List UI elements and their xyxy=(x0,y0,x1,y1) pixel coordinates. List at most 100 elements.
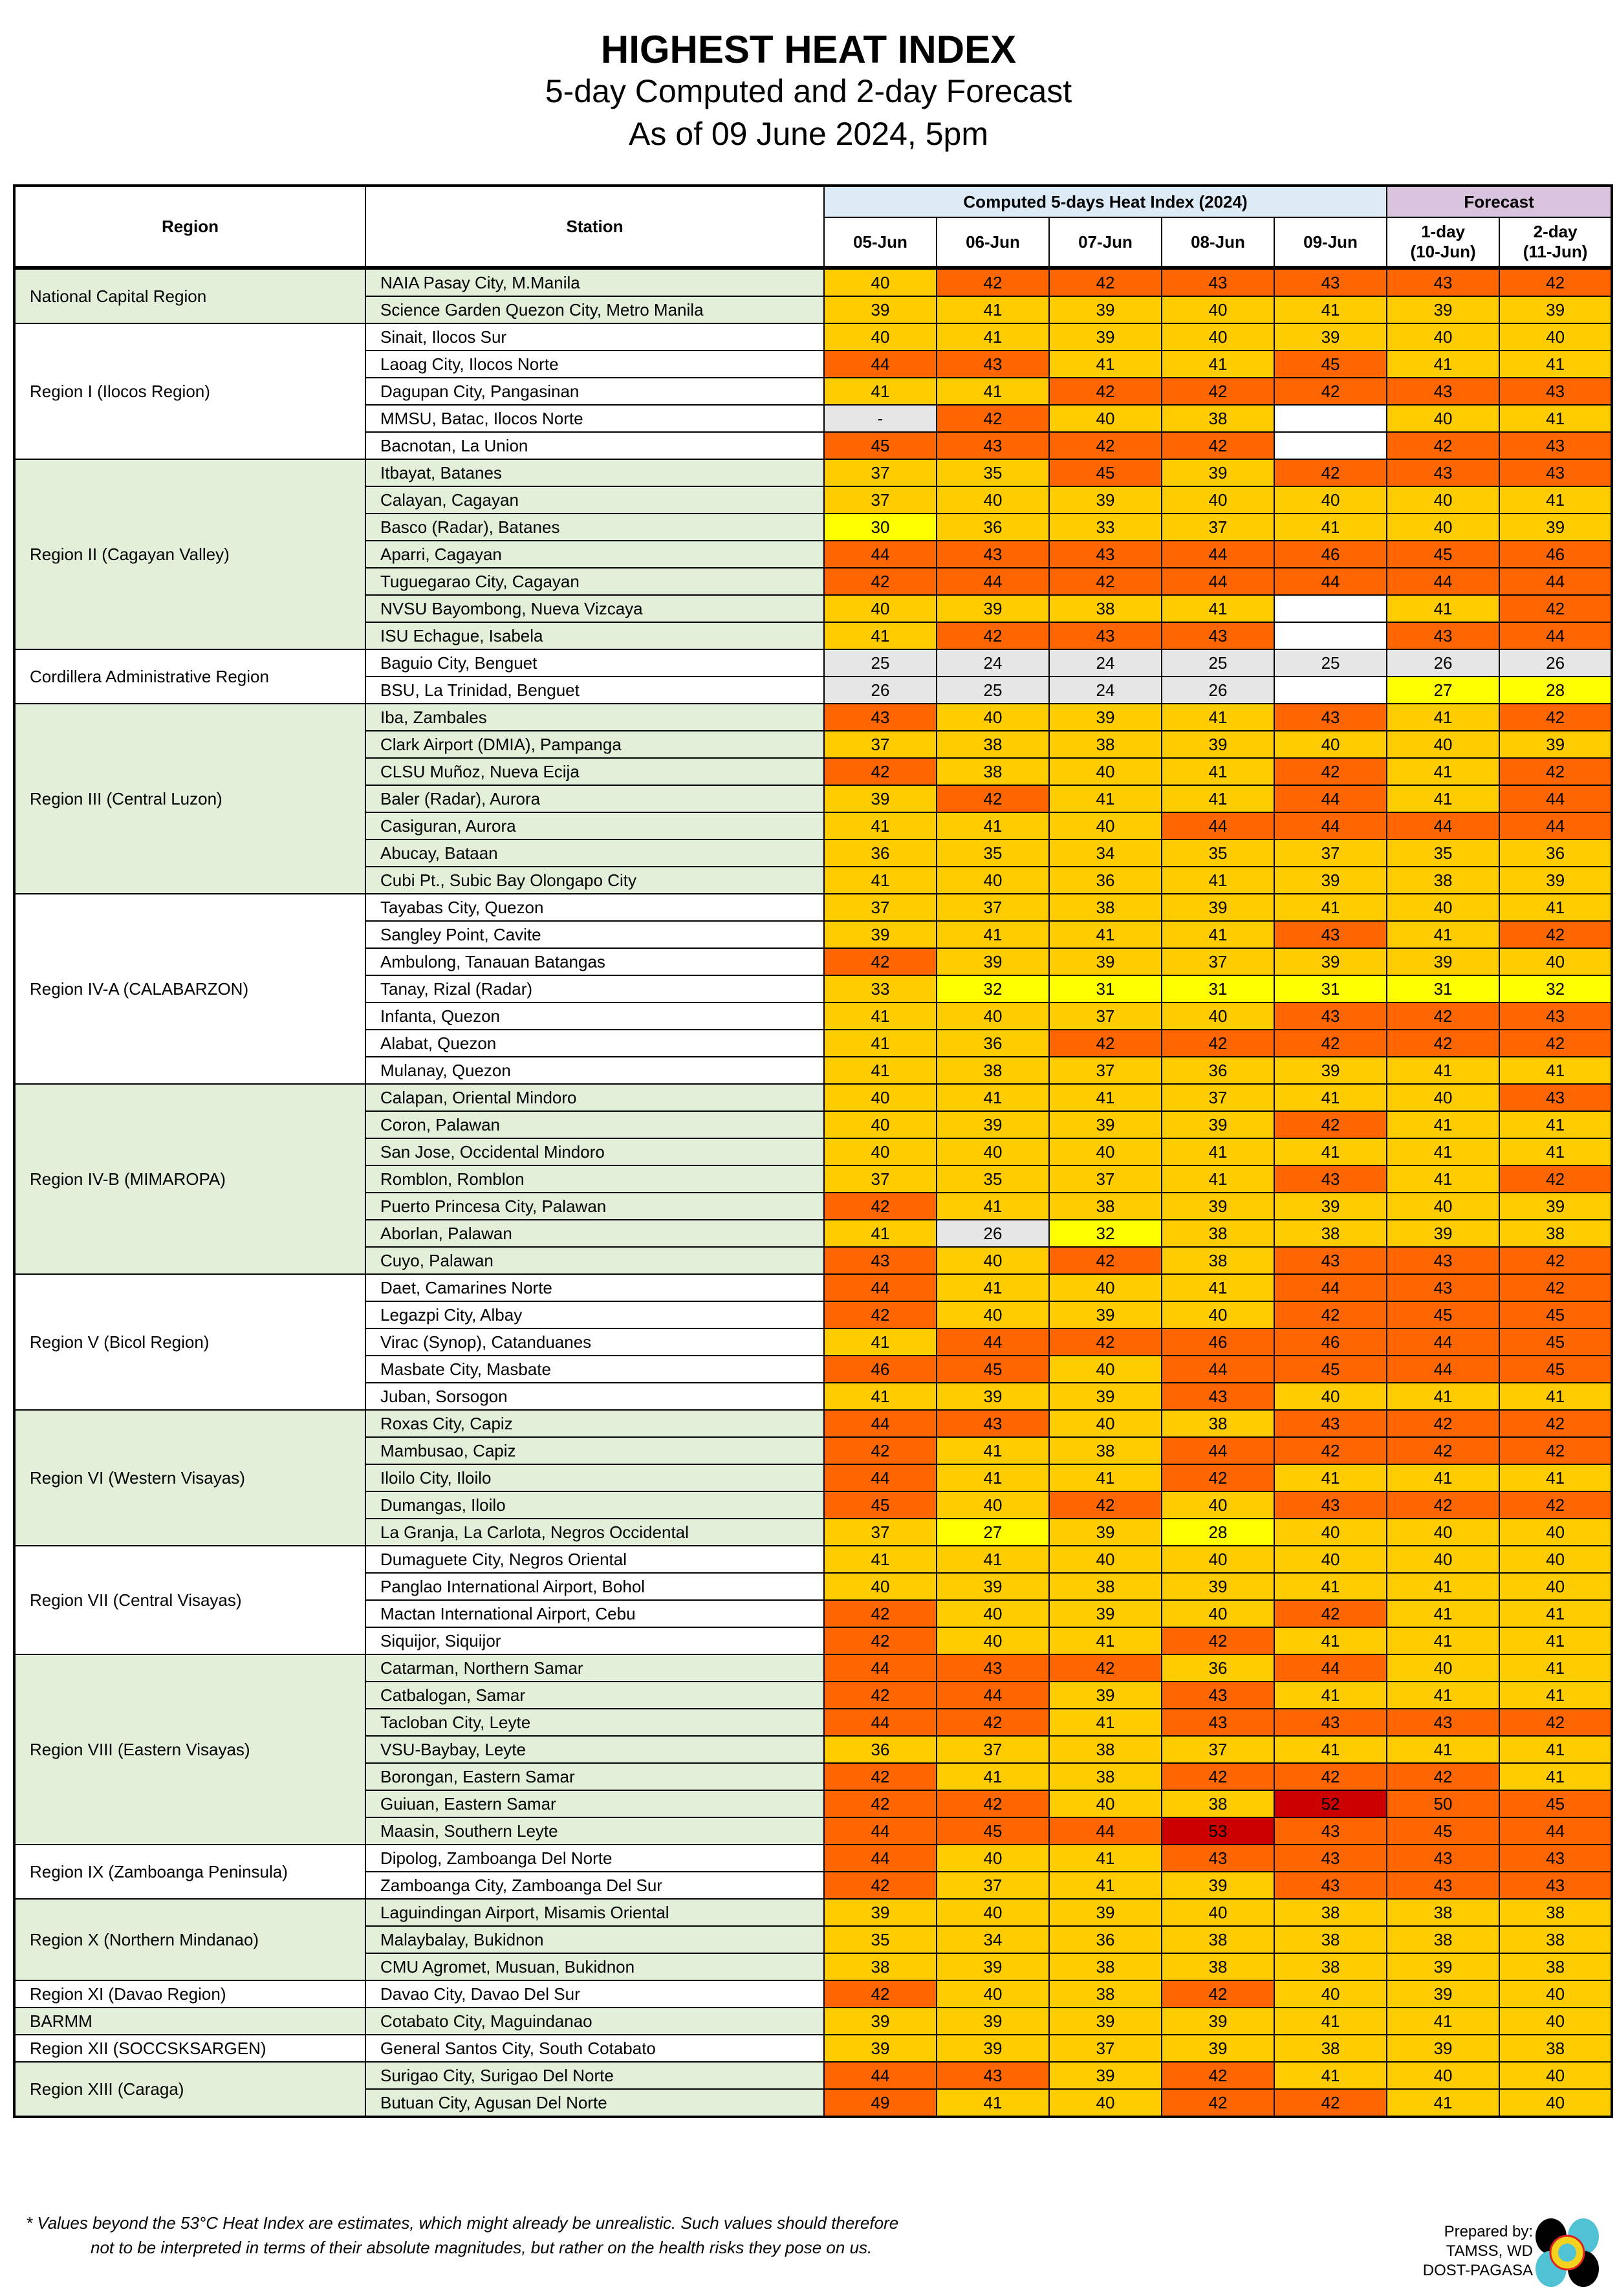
forecast-value-cell: 42 xyxy=(1386,1436,1501,1465)
computed-value-cell: 40 xyxy=(1048,1355,1162,1383)
computed-value-cell: 42 xyxy=(823,948,937,976)
forecast-value-cell: 45 xyxy=(1499,1301,1613,1329)
computed-value-cell: 36 xyxy=(1048,1925,1162,1954)
computed-value-cell: 44 xyxy=(1161,567,1275,596)
table-row: Calayan, Cagayan 37 40 39 40 40 40 41 xyxy=(14,486,1613,514)
computed-value-cell: 43 xyxy=(1161,1844,1275,1872)
computed-value-cell: 39 xyxy=(1161,1110,1275,1139)
forecast-value-cell: 44 xyxy=(1386,1355,1501,1383)
table-row: Tacloban City, Leyte 44 42 41 43 43 43 42 xyxy=(14,1708,1613,1737)
computed-value-cell: 26 xyxy=(1161,676,1275,704)
computed-value-cell: 41 xyxy=(823,1382,937,1411)
table-row: Region IV-A (CALABARZON) Tayabas City, Qu… xyxy=(14,893,1613,1085)
computed-value-cell xyxy=(1273,431,1388,460)
computed-value-cell: 42 xyxy=(823,757,937,786)
computed-value-cell: 44 xyxy=(1273,567,1388,596)
forecast-value-cell: 40 xyxy=(1386,1518,1501,1546)
forecast-value-cell: 43 xyxy=(1386,459,1501,487)
computed-value-cell: 41 xyxy=(936,1436,1050,1465)
computed-value-cell: 39 xyxy=(1048,1518,1162,1546)
forecast-value-cell: 44 xyxy=(1499,1817,1613,1845)
computed-value-cell: 43 xyxy=(936,540,1050,569)
computed-value-cell: 38 xyxy=(1161,1246,1275,1275)
computed-value-cell: 42 xyxy=(1273,1301,1388,1329)
computed-value-cell: 35 xyxy=(936,839,1050,867)
computed-value-cell: 40 xyxy=(936,1301,1050,1329)
computed-value-cell: 38 xyxy=(1273,2034,1388,2063)
computed-value-cell: 40 xyxy=(936,703,1050,731)
station-cell: Catarman, Northern Samar xyxy=(365,1654,825,1682)
forecast-value-cell: 40 xyxy=(1499,1518,1613,1546)
computed-value-cell: 38 xyxy=(1161,1790,1275,1818)
table-row: Region I (Ilocos Region) Sinait, Ilocos S… xyxy=(14,323,1613,460)
computed-value-cell: 39 xyxy=(936,1572,1050,1601)
computed-value-cell: 42 xyxy=(1161,1980,1275,2008)
forecast-header-line: 1-day xyxy=(1421,222,1466,241)
computed-value-cell: 42 xyxy=(936,1790,1050,1818)
station-cell: Iloilo City, Iloilo xyxy=(365,1464,825,1492)
computed-value-cell: 42 xyxy=(1048,267,1162,297)
forecast-value-cell: 42 xyxy=(1499,1029,1613,1057)
region-cell: Region III (Central Luzon) xyxy=(14,703,366,894)
forecast-value-cell: 46 xyxy=(1499,540,1613,569)
table-row: Dumangas, Iloilo 45 40 42 40 43 42 42 xyxy=(14,1491,1613,1519)
station-cell: Maasin, Southern Leyte xyxy=(365,1817,825,1845)
column-header-day: 05-Jun xyxy=(823,217,937,268)
computed-value-cell: 37 xyxy=(936,1735,1050,1764)
region-cell: Region X (Northern Mindanao) xyxy=(14,1898,366,1981)
table-row: Panglao International Airport, Bohol 40 39… xyxy=(14,1572,1613,1601)
table-row: Malaybalay, Bukidnon 35 34 36 38 38 38 38 xyxy=(14,1925,1613,1954)
forecast-value-cell: 43 xyxy=(1386,622,1501,650)
forecast-value-cell: 40 xyxy=(1499,1545,1613,1574)
table-row: Region II (Cagayan Valley) Itbayat, Batan… xyxy=(14,459,1613,650)
computed-value-cell: 43 xyxy=(936,350,1050,378)
forecast-value-cell: 41 xyxy=(1499,1654,1613,1682)
computed-value-cell: 39 xyxy=(1048,1599,1162,1628)
computed-value-cell: 38 xyxy=(1048,1192,1162,1220)
computed-value-cell: 32 xyxy=(936,975,1050,1003)
computed-value-cell: 30 xyxy=(823,513,937,541)
computed-value-cell: 41 xyxy=(1273,1572,1388,1601)
forecast-value-cell: 44 xyxy=(1499,567,1613,596)
computed-value-cell: 39 xyxy=(936,1953,1050,1981)
computed-value-cell: 41 xyxy=(823,622,937,650)
table-row: National Capital Region NAIA Pasay City, … xyxy=(14,267,1613,324)
forecast-value-cell: 42 xyxy=(1499,757,1613,786)
computed-value-cell: 44 xyxy=(823,1654,937,1682)
station-cell: Aparri, Cagayan xyxy=(365,540,825,569)
computed-value-cell: 40 xyxy=(1273,486,1388,514)
computed-value-cell: 28 xyxy=(1161,1518,1275,1546)
computed-value-cell: 37 xyxy=(1048,1056,1162,1085)
computed-value-cell: 24 xyxy=(1048,676,1162,704)
computed-value-cell: 43 xyxy=(1273,1491,1388,1519)
computed-value-cell: 37 xyxy=(936,1871,1050,1900)
computed-value-cell: 43 xyxy=(1161,267,1275,297)
computed-value-cell: 31 xyxy=(1273,975,1388,1003)
table-row: Region III (Central Luzon) Iba, Zambales 4… xyxy=(14,703,1613,894)
forecast-value-cell: 41 xyxy=(1499,1681,1613,1709)
computed-value-cell: 39 xyxy=(1048,1681,1162,1709)
forecast-value-cell: 42 xyxy=(1499,920,1613,949)
region-cell: Region XII (SOCCSKSARGEN) xyxy=(14,2034,366,2063)
forecast-value-cell: 45 xyxy=(1386,1301,1501,1329)
computed-value-cell: 40 xyxy=(1048,1790,1162,1818)
table-row: Region XII (SOCCSKSARGEN) General Santos … xyxy=(14,2034,1613,2063)
forecast-value-cell: 41 xyxy=(1499,1382,1613,1411)
station-cell: Mactan International Airport, Cebu xyxy=(365,1599,825,1628)
station-cell: Sinait, Ilocos Sur xyxy=(365,323,825,351)
forecast-value-cell: 40 xyxy=(1499,1572,1613,1601)
computed-value-cell: 39 xyxy=(823,785,937,813)
computed-value-cell: 25 xyxy=(1273,649,1388,677)
computed-value-cell: 41 xyxy=(936,323,1050,351)
computed-value-cell: 42 xyxy=(1048,377,1162,406)
station-cell: Itbayat, Batanes xyxy=(365,459,825,487)
computed-value-cell: 44 xyxy=(823,2061,937,2090)
forecast-value-cell: 41 xyxy=(1386,1735,1501,1764)
computed-value-cell: 44 xyxy=(1273,1273,1388,1302)
computed-value-cell: 39 xyxy=(1161,459,1275,487)
computed-value-cell: 40 xyxy=(1273,1545,1388,1574)
computed-value-cell: 43 xyxy=(1273,1002,1388,1030)
computed-value-cell: 40 xyxy=(936,1980,1050,2008)
table-row: Region V (Bicol Region) Daet, Camarines N… xyxy=(14,1273,1613,1411)
forecast-value-cell: 42 xyxy=(1386,1029,1501,1057)
